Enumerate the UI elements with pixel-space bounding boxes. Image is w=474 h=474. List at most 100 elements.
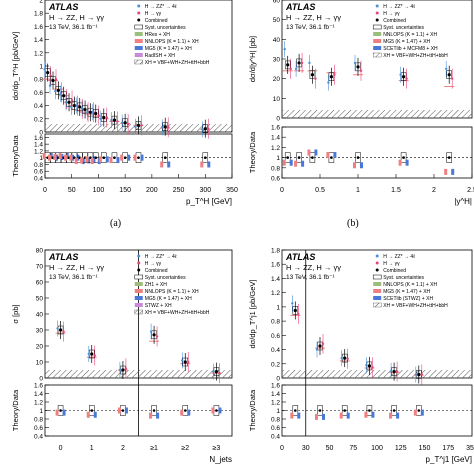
ratio-point bbox=[392, 409, 396, 412]
combined-point bbox=[58, 328, 63, 332]
ratio-point bbox=[417, 409, 421, 412]
ratio-nnlops bbox=[149, 412, 153, 419]
legend-swatch bbox=[373, 289, 382, 293]
combined-point bbox=[318, 344, 322, 348]
legend-entry: H → γγ bbox=[383, 261, 400, 267]
legend-marker bbox=[137, 254, 141, 258]
legend-entry: H → γγ bbox=[383, 11, 400, 17]
gg-point bbox=[346, 357, 349, 360]
ratio-nnlops bbox=[389, 412, 393, 419]
combined-point bbox=[163, 125, 167, 129]
legend-entry: XH = VBF+WH+ZH+ttH+bbH bbox=[383, 303, 448, 309]
combined-point bbox=[83, 107, 87, 112]
gg-point bbox=[371, 366, 374, 369]
x-tick-label: 150 bbox=[419, 445, 431, 452]
ratio-axis-label: Theory/Data bbox=[248, 389, 257, 431]
zz-point bbox=[353, 61, 357, 65]
ratio-nnlops bbox=[398, 159, 402, 166]
y-tick-label: 0 bbox=[276, 376, 280, 383]
ratio-unc-box bbox=[202, 152, 209, 163]
x-tick-label: 0 bbox=[43, 187, 47, 194]
ratio-mg5 bbox=[116, 157, 120, 164]
combined-point bbox=[343, 356, 347, 360]
ratio-mg5 bbox=[346, 412, 350, 419]
ratio-mg5 bbox=[333, 152, 337, 159]
zz-point bbox=[389, 369, 393, 373]
ratio-nnlops bbox=[74, 158, 78, 165]
ratio-tick-label: 1.2 bbox=[271, 400, 280, 407]
y-tick-label: 0.6 bbox=[271, 333, 280, 340]
legend-entry: H → ZZ* → 4ℓ bbox=[145, 4, 177, 10]
ratio-nnlops bbox=[58, 153, 62, 159]
legend-marker bbox=[375, 18, 379, 22]
legend-swatch bbox=[134, 24, 144, 30]
x-tick-label: 250 bbox=[173, 187, 185, 194]
x-tick-label: 2.5 bbox=[467, 187, 474, 194]
zz-point bbox=[201, 128, 204, 131]
ratio-point bbox=[203, 156, 207, 159]
ratio-point bbox=[297, 156, 301, 159]
ratio-point bbox=[94, 156, 98, 159]
ratio-mg5 bbox=[92, 156, 96, 163]
zz-point bbox=[308, 61, 311, 65]
zz-point bbox=[327, 81, 330, 84]
ratio-nnlops bbox=[48, 154, 52, 161]
ratio-nnlops bbox=[200, 161, 204, 168]
ratio-mg5 bbox=[156, 412, 160, 419]
zz-point bbox=[120, 121, 124, 124]
ratio-point bbox=[294, 409, 297, 412]
y-tick-label: 20 bbox=[36, 344, 44, 351]
gg-point bbox=[167, 126, 170, 129]
ratio-point bbox=[330, 156, 333, 159]
x-tick-label: 75 bbox=[349, 445, 357, 452]
combined-point bbox=[102, 115, 106, 120]
ratio-point bbox=[113, 156, 116, 159]
zz-point bbox=[365, 364, 368, 367]
legend-entry: Syst. uncertainties bbox=[383, 25, 424, 31]
ratio-mg5 bbox=[60, 154, 64, 161]
gg-point bbox=[451, 77, 454, 80]
ratio-point bbox=[121, 409, 125, 412]
ratio-mg5 bbox=[87, 157, 91, 164]
legend-entry: H → ZZ* → 4ℓ bbox=[383, 4, 415, 10]
gg-point bbox=[54, 78, 58, 81]
energy-label: 13 TeV, 36.1 fb⁻¹ bbox=[49, 274, 98, 281]
gg-point bbox=[420, 373, 423, 376]
ratio-mg5 bbox=[65, 153, 69, 159]
legend-entry: HRes + XH bbox=[145, 32, 171, 38]
y-tick-label: 50 bbox=[36, 296, 44, 303]
x-tick-label: 50 bbox=[326, 445, 334, 452]
ratio-point bbox=[286, 156, 289, 159]
legend-swatch bbox=[134, 274, 144, 280]
ratio-mg5 bbox=[405, 159, 409, 166]
x-tick-label: 30 bbox=[302, 445, 310, 452]
y-tick-label: 60 bbox=[273, 0, 281, 5]
combined-point bbox=[121, 368, 125, 372]
combined-point bbox=[392, 370, 396, 374]
zz-point bbox=[54, 89, 57, 93]
ratio-tick-label: 0.4 bbox=[34, 434, 43, 441]
x-axis-label: |y^H| bbox=[454, 197, 472, 206]
combined-point bbox=[94, 111, 98, 116]
ratio-mg5 bbox=[62, 409, 66, 416]
ratio-tick-label: 1.4 bbox=[34, 142, 43, 149]
legend-swatch bbox=[134, 303, 143, 307]
ratio-point bbox=[102, 156, 106, 159]
ratio-mg5 bbox=[420, 409, 424, 416]
combined-point bbox=[78, 105, 82, 109]
ratio-point bbox=[402, 156, 405, 159]
y-tick-label: 1.8 bbox=[271, 248, 280, 255]
gg-point bbox=[405, 77, 408, 80]
combined-point bbox=[123, 121, 127, 125]
x-tick-label: 125 bbox=[395, 445, 407, 452]
legend-swatch bbox=[373, 46, 382, 50]
legend-entry: Combined bbox=[145, 18, 168, 24]
zz-point bbox=[118, 368, 122, 372]
y-tick-label: 0.4 bbox=[271, 347, 280, 354]
ratio-tick-label: 1.2 bbox=[34, 148, 43, 155]
x-tick-label: 0.5 bbox=[315, 187, 325, 194]
y-tick-label: 0 bbox=[39, 376, 43, 383]
legend-marker bbox=[137, 4, 141, 8]
ratio-unc-box bbox=[446, 152, 452, 163]
gg-point bbox=[289, 67, 292, 71]
